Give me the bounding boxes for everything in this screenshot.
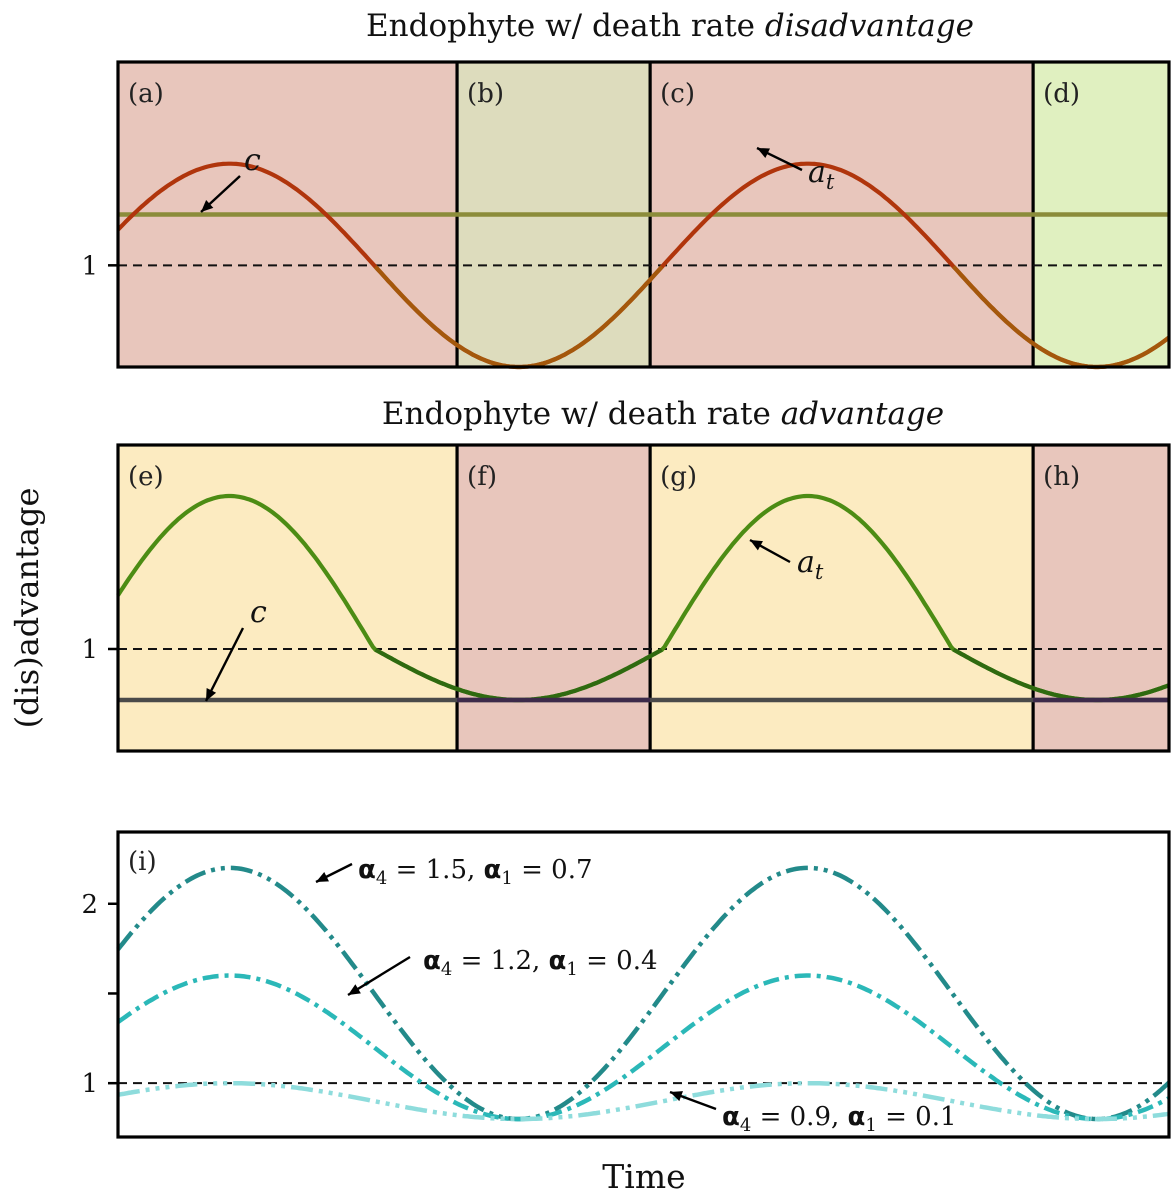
series-label-3: α4 = 0.9, α1 = 0.1 [722,1102,957,1136]
region-g [650,445,1034,751]
series-label-at: at [808,155,835,194]
series-label-part: = 1.2, [452,946,548,976]
panel-frame [116,830,1171,1139]
series-label-part: 1 [865,1115,876,1136]
series-label-part: = 1.5, [387,855,483,885]
series-annotation-arrowhead [670,1091,683,1102]
series-line-2 [116,973,1171,1122]
annotation-arrowhead-at [750,540,763,551]
series-label-main: a [797,545,815,580]
series-label-main: a [808,155,826,190]
annotation-arrow-c [204,627,245,702]
panel-middle-title-italic: advantage [781,396,944,432]
y-tick-label: 1 [81,635,98,665]
panel-frame [116,443,1171,753]
region-e [118,445,458,751]
series-line-1 [116,865,1171,1122]
panel-top-title-plain: Endophyte w/ death rate [366,8,765,44]
panel-middle-title: Endophyte w/ death rate advantage [382,396,944,432]
annotation-arrowhead-c [206,688,217,701]
series-label-c: c [244,143,261,178]
series-label-part: 4 [376,868,387,889]
series-annotation-arrowhead [348,984,361,995]
series-annotation-arrow [347,955,411,997]
series-label-part: 4 [441,959,452,980]
series-label-c: c [250,595,267,630]
region-label-e: (e) [128,462,164,492]
panel-frame [116,60,1171,369]
series-label-part: 1 [566,959,577,980]
series-label-sub: t [815,560,824,584]
region-label-d: (d) [1043,79,1080,109]
series-label-part: = 0.4 [578,946,658,976]
series-label-part: α [484,855,502,885]
series-at-low-segment [952,647,1170,703]
series-label-part: 1 [501,868,512,889]
series-label-at: at [797,545,824,584]
panel-label-i: (i) [128,847,157,877]
region-label-g: (g) [660,462,697,492]
series-label-part: α [848,1102,866,1132]
x-axis-label: Time [602,1157,685,1196]
region-label-a: (a) [128,79,164,109]
y-tick-label: 1 [81,251,98,281]
series-label-2: α4 = 1.2, α1 = 0.4 [423,946,658,980]
panel-middle: (e) (f) (g) (h) 1 c at [81,443,1171,753]
series-label-part: α [722,1102,740,1132]
series-line-3 [117,1080,1170,1122]
series-label-part: = 0.7 [513,855,593,885]
series-at-low-segment [951,265,1171,370]
series-label-part: α [549,946,567,976]
panel-top: (a) (b) (c) (d) 1 c at [81,60,1171,370]
series-label-part: 4 [740,1115,751,1136]
series-label-part: α [358,855,376,885]
panel-middle-title-plain: Endophyte w/ death rate [382,396,781,432]
series-label-part: α [423,946,441,976]
series-label-sub: t [826,170,835,194]
annotation-arrowhead-c [201,200,214,212]
region-label-h: (h) [1043,462,1080,492]
region-label-c: (c) [660,79,695,109]
region-label-b: (b) [467,79,504,109]
panel-top-title-italic: disadvantage [765,8,974,44]
region-label-f: (f) [467,462,497,492]
series-annotation-arrowhead [316,871,329,882]
panel-top-title: Endophyte w/ death rate disadvantage [366,8,974,44]
y-axis-label: (dis)advantage [8,488,46,729]
series-label-part: = 0.9, [751,1102,847,1132]
y-tick-label: 2 [81,890,98,920]
y-tick-label: 1 [81,1069,98,1099]
series-label-1: α4 = 1.5, α1 = 0.7 [358,855,593,889]
series-label-part: = 0.1 [877,1102,957,1132]
annotation-arrowhead-at [757,148,770,158]
